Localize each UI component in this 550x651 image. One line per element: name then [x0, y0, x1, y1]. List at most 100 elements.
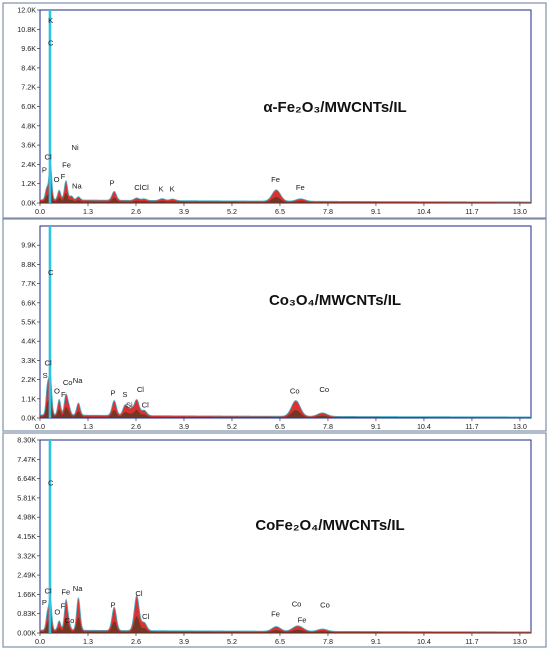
x-tick-label: 13.0 — [513, 207, 527, 216]
x-tick-label: 10.4 — [417, 637, 431, 646]
peak-label: Na — [73, 376, 83, 385]
y-tick-label: 10.8K — [17, 25, 36, 34]
x-tick-label: 3.9 — [179, 422, 189, 431]
y-tick-label: 0.00K — [17, 629, 36, 638]
x-tick-label: 3.9 — [179, 637, 189, 646]
y-tick-label: 2.2K — [21, 375, 36, 384]
y-tick-label: 8.30K — [17, 436, 36, 445]
x-tick-label: 9.1 — [371, 422, 381, 431]
y-tick-label: 6.0K — [21, 102, 36, 111]
x-tick-label: 9.1 — [371, 637, 381, 646]
carbon-peak — [48, 226, 52, 418]
peak-label: O — [54, 175, 60, 184]
y-tick-label: 12.0K — [17, 6, 36, 15]
spectrum-area — [40, 595, 531, 633]
peak-label: C — [48, 478, 54, 487]
y-tick-label: 4.15K — [17, 532, 36, 541]
peak-label: Fe — [298, 616, 307, 625]
x-tick-label: 7.8 — [323, 637, 333, 646]
peak-label: Cl — [142, 612, 149, 621]
y-tick-label: 0.0K — [21, 199, 36, 208]
y-tick-label: 8.4K — [21, 63, 36, 72]
x-tick-label: 6.5 — [275, 422, 285, 431]
peak-label: P — [111, 388, 116, 397]
peak-label: Cl — [45, 586, 52, 595]
x-tick-label: 3.9 — [179, 207, 189, 216]
peak-label: Cl — [134, 183, 141, 192]
panel-title: Co₃O₄/MWCNTs/IL — [269, 292, 401, 309]
y-tick-label: 9.9K — [21, 241, 36, 250]
x-tick-label: 1.3 — [83, 422, 93, 431]
peak-label: Co — [292, 599, 302, 608]
peak-label: Co — [65, 616, 75, 625]
x-tick-label: 11.7 — [465, 207, 478, 216]
x-tick-label: 2.6 — [131, 422, 141, 431]
peak-label: Na — [72, 182, 82, 191]
plot-area — [39, 225, 532, 419]
peak-label: F — [61, 172, 66, 181]
y-tick-label: 4.98K — [17, 513, 36, 522]
peak-label: Co — [63, 378, 73, 387]
peak-label: Co — [319, 385, 329, 394]
y-tick-label: 5.81K — [17, 493, 36, 502]
x-tick-label: 6.5 — [275, 637, 285, 646]
peak-label: P — [111, 600, 116, 609]
y-tick-label: 7.7K — [21, 279, 36, 288]
peak-label: Cl — [142, 401, 149, 410]
peak-label: F — [61, 390, 66, 399]
x-tick-label: 6.5 — [275, 207, 285, 216]
peak-label: K — [170, 185, 175, 194]
y-tick-label: 4.4K — [21, 337, 36, 346]
y-tick-label: 0.83K — [17, 609, 36, 618]
peak-label: O — [54, 607, 60, 616]
x-tick-label: 10.4 — [417, 422, 431, 431]
y-tick-label: 3.6K — [21, 141, 36, 150]
peak-label: P — [42, 598, 47, 607]
peak-label: C — [48, 38, 54, 47]
peak-label: Fe — [271, 175, 280, 184]
peak-label: S — [122, 390, 127, 399]
x-tick-label: 2.6 — [131, 637, 141, 646]
y-tick-label: 3.3K — [21, 356, 36, 365]
x-tick-label: 5.2 — [227, 422, 237, 431]
peak-label: K — [48, 16, 53, 25]
x-tick-label: 11.7 — [465, 422, 478, 431]
peak-label: Co — [290, 387, 300, 396]
peak-label: Fe — [62, 161, 71, 170]
y-tick-label: 0.0K — [21, 414, 36, 423]
peak-label: P — [109, 178, 114, 187]
spectrum-core — [40, 616, 531, 633]
peak-label: O — [54, 387, 60, 396]
peak-label: Co — [320, 600, 330, 609]
carbon-peak — [48, 440, 52, 633]
panel-title: α-Fe₂O₃/MWCNTs/IL — [263, 99, 406, 116]
x-tick-label: 0.0 — [35, 207, 45, 216]
y-tick-label: 1.1K — [21, 394, 36, 403]
y-tick-label: 4.8K — [21, 121, 36, 130]
peak-label: Ni — [71, 143, 78, 152]
peak-label: K — [159, 185, 164, 194]
x-tick-label: 5.2 — [227, 207, 237, 216]
spectrum-line — [39, 162, 531, 203]
peak-label: S — [43, 371, 48, 380]
y-tick-label: 8.8K — [21, 260, 36, 269]
peak-label: Fe — [61, 588, 70, 597]
x-tick-label: 1.3 — [83, 207, 93, 216]
spectrum-line — [40, 372, 531, 418]
x-tick-label: 10.4 — [417, 207, 431, 216]
plot-area — [39, 9, 532, 204]
y-tick-label: 1.66K — [17, 590, 36, 599]
y-tick-label: 1.2K — [21, 179, 36, 188]
eds-panel-2: 0.0K 1.1K 2.2K 3.3K 4.4K 5.5K 6.6K 7.7K 8.8K 9.9K… — [2, 218, 547, 432]
peak-label: Cl — [45, 153, 52, 162]
x-tick-label: 5.2 — [227, 637, 237, 646]
peak-label: Cl — [137, 385, 144, 394]
carbon-peak — [48, 10, 52, 203]
eds-panel-1: 0.0K1.2K2.4K3.6K4.8K6.0K7.2K8.4K9.6K10.8… — [2, 2, 547, 219]
spectrum-line — [40, 595, 531, 633]
y-tick-label: 5.5K — [21, 318, 36, 327]
y-tick-label: 3.32K — [17, 551, 36, 560]
peak-label: Cl — [45, 359, 52, 368]
x-tick-label: 0.0 — [35, 422, 45, 431]
